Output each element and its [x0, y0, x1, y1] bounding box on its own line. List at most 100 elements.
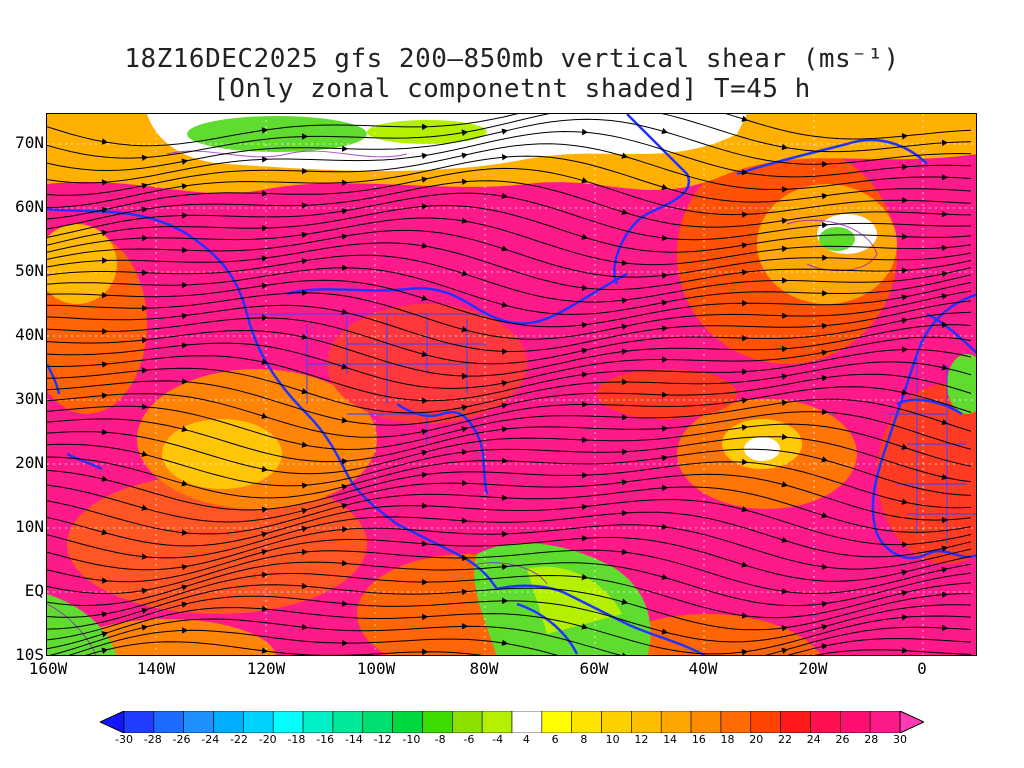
streamline-arrow — [421, 123, 429, 131]
colorbar-tick-label: -30 — [115, 733, 133, 746]
streamline-arrow — [101, 229, 109, 237]
streamline-arrow — [141, 336, 149, 344]
streamline-arrow — [421, 242, 429, 249]
colorbar-swatch — [869, 711, 901, 733]
coastlines — [47, 114, 976, 655]
streamline-arrow — [261, 224, 269, 232]
streamline-arrow — [581, 177, 588, 184]
streamline-arrow — [622, 652, 626, 655]
streamline-arrow — [581, 436, 589, 444]
colorbar-swatch — [332, 711, 364, 733]
lon-label-140w: 140W — [136, 659, 176, 678]
colorbar-max-arrow — [899, 711, 924, 733]
streamline-arrow — [821, 349, 829, 356]
colorbar-swatch — [153, 711, 184, 733]
streamline-arrow — [342, 639, 349, 647]
colorbar-swatch — [720, 711, 752, 733]
streamline — [47, 242, 972, 291]
streamline — [47, 448, 972, 499]
streamline-arrow — [502, 597, 509, 605]
streamline — [47, 267, 972, 315]
streamline-arrow — [461, 404, 469, 411]
streamline — [47, 498, 972, 547]
streamline-arrow — [901, 541, 909, 548]
streamline-arrow — [302, 133, 309, 140]
streamline-arrow — [941, 293, 949, 300]
streamline-arrow — [421, 613, 429, 621]
streamline-arrow — [101, 392, 109, 399]
colorbar-swatch — [362, 711, 393, 733]
streamline — [47, 607, 972, 655]
streamline-arrow — [141, 450, 149, 457]
lat-label-eq: EQ — [24, 581, 44, 600]
streamline — [47, 311, 972, 365]
colorbar-tick-label: -12 — [373, 733, 392, 746]
streamline-arrow — [501, 494, 509, 502]
streamline — [47, 229, 972, 278]
streamline — [47, 473, 972, 523]
streamline-arrow — [941, 139, 949, 147]
streamline-arrow — [621, 479, 629, 486]
streamline-arrow — [901, 317, 909, 324]
streamline-arrow — [301, 388, 308, 395]
streamline-arrow — [821, 192, 829, 200]
streamline-arrow — [301, 257, 309, 265]
streamline-arrow — [742, 334, 749, 342]
streamline-arrow — [181, 246, 189, 254]
streamline-arrow — [941, 473, 949, 481]
streamline-arrow — [661, 454, 669, 462]
colorbar-tick-label: -24 — [201, 733, 220, 746]
streamline — [47, 143, 972, 196]
streamline-arrow — [301, 507, 309, 515]
streamline-arrow — [421, 294, 428, 302]
colorbar-tick-label: 28 — [864, 733, 879, 746]
colorbar-swatch — [690, 711, 722, 733]
streamline — [47, 192, 972, 241]
map-title-line2: [Only zonal componetnt shaded] T=45 h — [213, 74, 811, 104]
streamline-arrow — [421, 152, 429, 160]
streamline-arrow — [262, 156, 269, 163]
streamline-arrow — [502, 348, 509, 355]
streamline — [47, 411, 972, 463]
streamline — [47, 348, 972, 402]
streamline-arrow — [901, 614, 909, 621]
streamline-arrow — [101, 206, 109, 214]
streamline-arrow — [421, 176, 429, 183]
streamline-arrow — [941, 173, 949, 181]
streamline — [47, 584, 972, 631]
colorbar-tick-label: 4 — [522, 733, 530, 746]
streamline-arrow — [501, 426, 509, 433]
graticule — [47, 114, 976, 655]
streamline-arrow — [301, 167, 309, 175]
streamline — [47, 461, 972, 511]
streamline-arrow — [261, 531, 268, 538]
streamline-arrow — [582, 401, 589, 408]
colorbar-tick-label: -16 — [316, 733, 335, 746]
colorbar-tick-label: 26 — [835, 733, 850, 746]
streamline-arrow — [581, 573, 589, 581]
streamline-arrow — [621, 348, 629, 355]
streamline-arrow — [141, 154, 149, 161]
streamline — [47, 114, 972, 159]
streamline-arrow — [781, 373, 789, 380]
streamline-arrow — [341, 208, 349, 215]
streamline-arrow — [141, 269, 149, 276]
streamline-arrow — [901, 589, 909, 597]
streamline-arrow — [461, 152, 469, 159]
streamline — [47, 290, 972, 340]
streamline-arrow — [581, 347, 589, 355]
streamline-arrow — [821, 374, 829, 382]
streamline-arrow — [901, 294, 909, 301]
colorbar-tick-label: 18 — [720, 733, 735, 746]
streamline-arrow — [741, 368, 749, 376]
streamline-arrow — [741, 397, 749, 404]
streamline-arrow — [941, 516, 949, 524]
streamline-arrow — [622, 378, 629, 386]
streamline-arrow — [621, 152, 628, 159]
streamline-arrow — [662, 391, 669, 399]
streamline-arrow — [822, 290, 829, 297]
map-title-line1: 18Z16DEC2025 gfs 200–850mb vertical shea… — [124, 44, 900, 74]
streamline-arrow — [581, 503, 589, 511]
lat-label-30n: 30N — [15, 389, 44, 408]
colorbar-swatch — [302, 711, 334, 733]
